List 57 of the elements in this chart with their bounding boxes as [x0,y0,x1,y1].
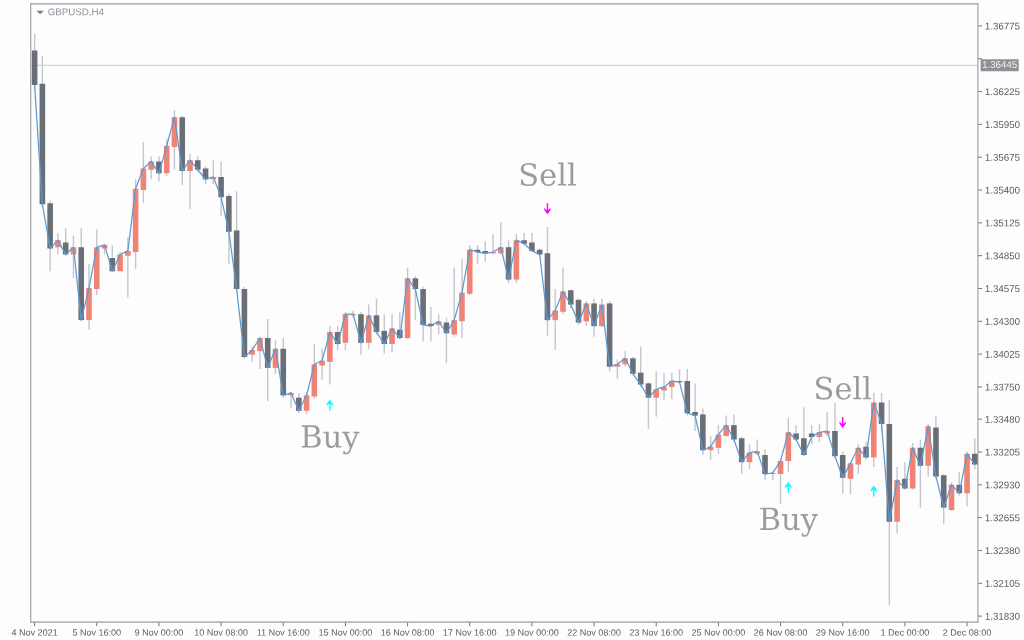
candlestick [801,406,807,457]
chart-title: GBPUSD,H4 [48,8,104,17]
data-label: Buy [301,425,360,455]
candlestick [839,450,846,494]
y-tick-label: 1.35950 [985,121,1020,128]
candlestick [187,153,193,210]
y-tick-label: 1.36775 [985,22,1020,30]
y-tick-label: 1.35675 [985,153,1020,161]
x-tick-label: 17 Nov 16:00 [443,629,497,636]
data-label: Sell [816,376,872,400]
x-tick-label: 29 Nov 16:00 [816,629,870,636]
y-tick-label: 1.34025 [985,350,1020,358]
x-tick-label: 23 Nov 16:00 [629,629,683,636]
y-tick-label: 1.31830 [985,612,1020,620]
x-tick-label: 4 Nov 2021 [11,629,58,636]
candlestick [661,371,667,401]
y-tick-label: 1.33480 [985,415,1020,423]
candlestick [567,288,574,309]
x-tick-label: 1 Dec 00:00 [881,629,929,636]
y-tick-label: 1.33750 [985,383,1020,391]
data-label: Sell [520,162,576,187]
candlestick [731,413,737,443]
y-tick-label: 1.32930 [985,481,1020,489]
x-tick-label: 19 Nov 00:00 [505,629,559,636]
x-tick-label: 16 Nov 08:00 [381,629,435,636]
candlestick [249,345,255,363]
y-tick-label: 1.32380 [985,547,1020,555]
y-tick-label: 1.36225 [985,88,1020,96]
candlestick [855,443,862,475]
candlestick [692,382,698,432]
x-tick-label: 11 Nov 16:00 [257,629,310,636]
candlestick [653,370,660,418]
candlestick [738,436,745,475]
candlestick [560,266,566,315]
candlestick [552,288,559,351]
x-tick-label: 2 Dec 08:00 [943,629,992,636]
y-tick-label: 1.32655 [985,514,1020,522]
x-tick-label: 9 Nov 00:00 [135,629,183,636]
data-label: Buy [760,507,818,537]
ref-line-label: 1.36445 [982,61,1017,68]
candlestick [451,266,457,338]
y-tick-label: 1.32105 [985,580,1020,587]
x-tick-label: 25 Nov 00:00 [692,629,745,636]
y-tick-label: 1.34300 [985,318,1020,325]
y-tick-label: 1.33205 [985,448,1020,456]
y-tick-label: 1.35125 [985,219,1020,227]
y-tick-label: 1.34850 [985,252,1020,260]
x-tick-label: 10 Nov 08:00 [194,629,248,636]
y-tick-label: 1.35400 [985,186,1020,194]
candlestick [218,160,224,217]
x-tick-label: 22 Nov 08:00 [567,629,621,636]
y-tick-label: 1.34575 [985,285,1020,293]
x-tick-label: 26 Nov 08:00 [754,629,808,636]
candlestick [125,237,131,299]
x-tick-label: 15 Nov 00:00 [319,629,372,636]
candlestick [762,448,768,481]
x-tick-label: 5 Nov 16:00 [72,629,121,636]
